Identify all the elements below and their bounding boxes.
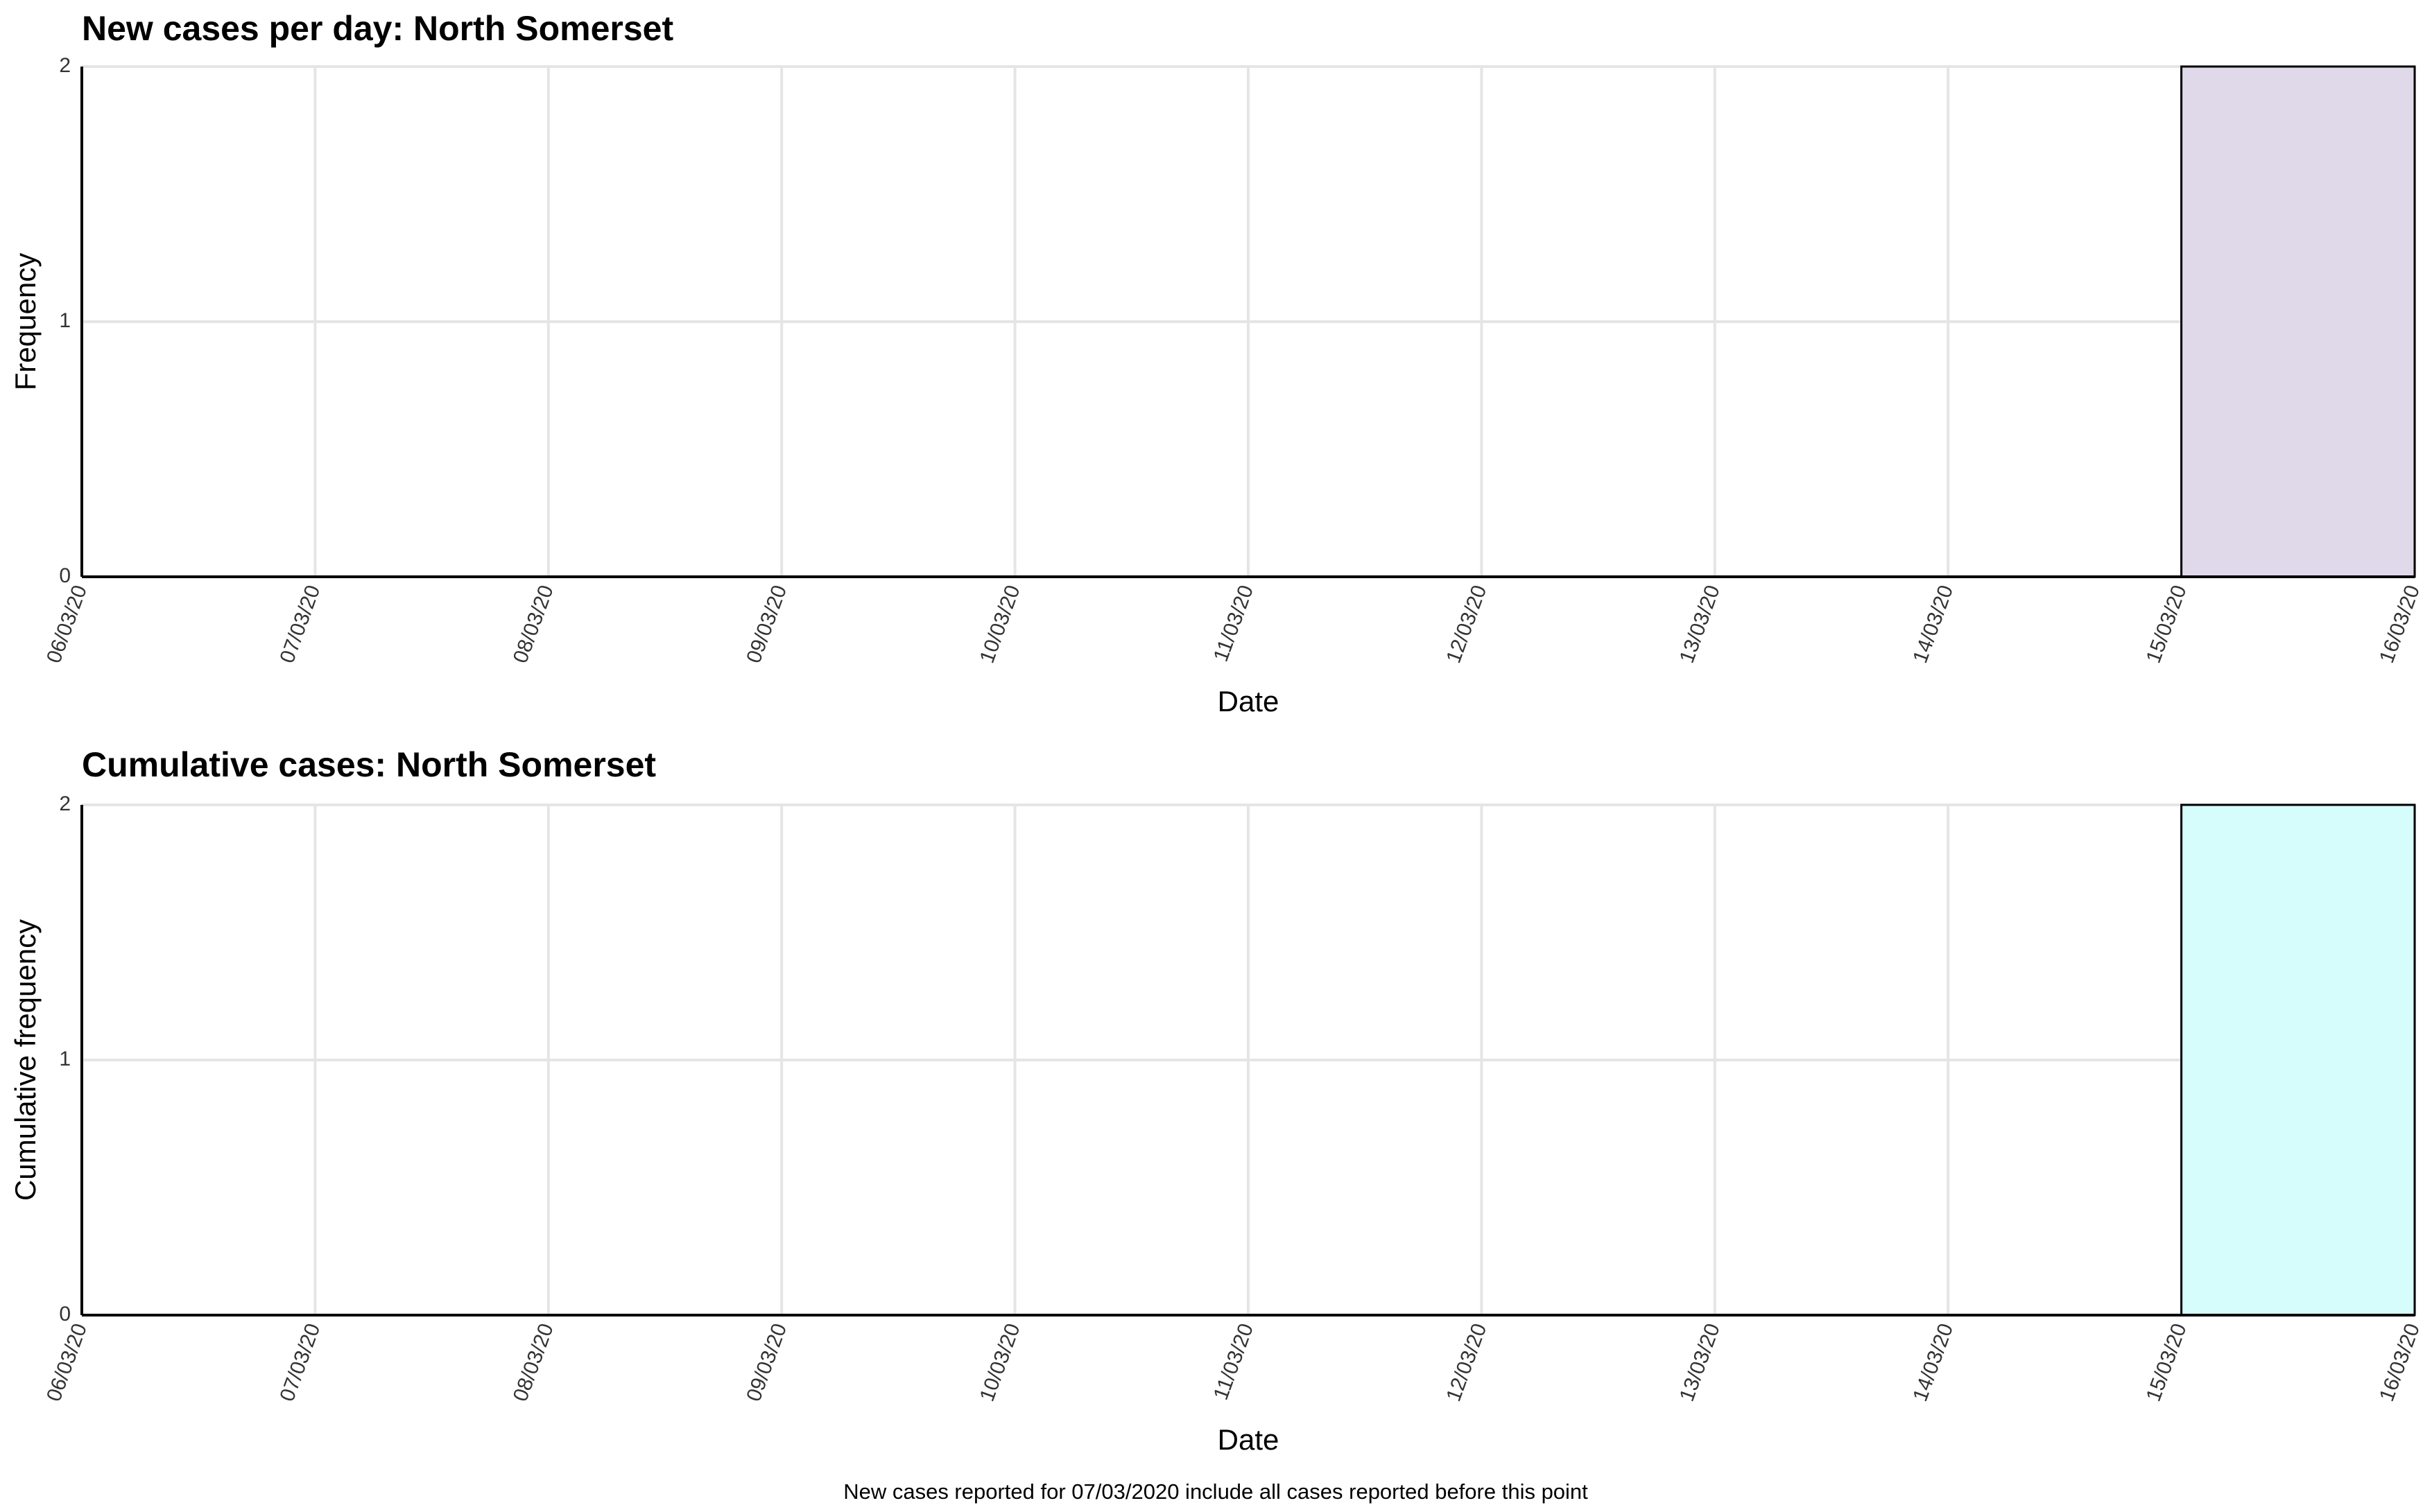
x-tick-label: 09/03/20 bbox=[742, 1321, 791, 1405]
chart-title: Cumulative cases: North Somerset bbox=[82, 745, 656, 784]
x-tick-label: 11/03/20 bbox=[1209, 582, 1258, 665]
x-tick-label: 10/03/20 bbox=[976, 582, 1025, 666]
x-tick-label: 14/03/20 bbox=[1908, 582, 1958, 666]
x-tick-label: 06/03/20 bbox=[42, 1321, 92, 1405]
x-tick-label: 13/03/20 bbox=[1675, 582, 1725, 666]
x-tick-label: 13/03/20 bbox=[1675, 1321, 1725, 1405]
y-tick-label: 1 bbox=[59, 1048, 71, 1070]
bar bbox=[2180, 803, 2416, 1317]
x-tick-label: 12/03/20 bbox=[1442, 582, 1491, 666]
x-tick-label: 11/03/20 bbox=[1209, 1321, 1258, 1403]
y-tick-label: 0 bbox=[59, 1303, 71, 1326]
y-tick-label: 1 bbox=[59, 309, 71, 332]
x-tick-label: 16/03/20 bbox=[2375, 1321, 2424, 1405]
x-tick-label: 15/03/20 bbox=[2142, 582, 2191, 666]
x-tick-label: 09/03/20 bbox=[742, 582, 791, 666]
x-tick-label: 12/03/20 bbox=[1442, 1321, 1491, 1405]
x-tick-label: 07/03/20 bbox=[275, 582, 325, 666]
x-axis-label: Date bbox=[1218, 1423, 1279, 1456]
y-tick-label: 2 bbox=[59, 54, 71, 77]
x-tick-label: 06/03/20 bbox=[42, 582, 92, 666]
x-tick-label: 16/03/20 bbox=[2375, 582, 2424, 666]
x-tick-label: 10/03/20 bbox=[976, 1321, 1025, 1405]
x-tick-label: 15/03/20 bbox=[2142, 1321, 2191, 1405]
bar bbox=[2180, 65, 2416, 578]
y-axis-label: Frequency bbox=[9, 253, 42, 390]
y-axis-label: Cumulative frequency bbox=[9, 919, 42, 1201]
footnote: New cases reported for 07/03/2020 includ… bbox=[843, 1479, 1588, 1504]
x-tick-label: 08/03/20 bbox=[509, 1321, 558, 1405]
chart-title: New cases per day: North Somerset bbox=[82, 9, 673, 48]
x-tick-label: 08/03/20 bbox=[509, 582, 558, 666]
x-axis-label: Date bbox=[1218, 685, 1279, 718]
y-tick-label: 0 bbox=[59, 564, 71, 587]
x-tick-label: 14/03/20 bbox=[1908, 1321, 1958, 1405]
y-tick-label: 2 bbox=[59, 792, 71, 815]
x-tick-label: 07/03/20 bbox=[275, 1321, 325, 1405]
